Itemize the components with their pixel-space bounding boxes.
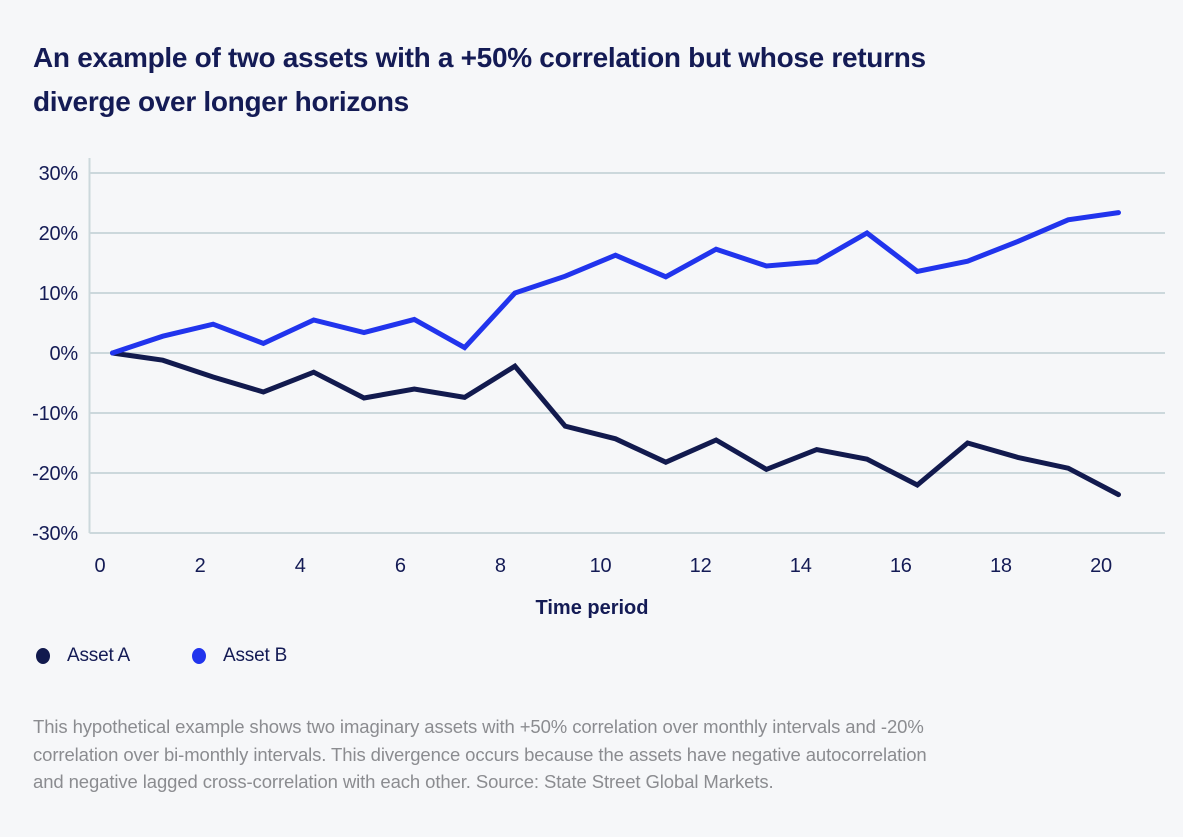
legend-label-asset-b: Asset B	[223, 645, 288, 666]
chart-title-line-2: diverge over longer horizons	[33, 86, 409, 117]
x-tick-label: 14	[790, 555, 812, 577]
chart-title: An example of two assets with a +50% cor…	[33, 36, 926, 124]
asset-b-marker-icon	[192, 648, 207, 664]
y-tick-label: 30%	[39, 163, 79, 185]
x-tick-label: 12	[690, 555, 712, 577]
x-tick-label: 6	[395, 555, 406, 577]
x-tick-label: 16	[890, 555, 912, 577]
series-line-asset-a	[110, 350, 1121, 498]
chart-title-line-1: An example of two assets with a +50% cor…	[33, 42, 926, 73]
chart-legend: Asset A Asset B	[36, 645, 287, 667]
y-tick-label: -10%	[32, 403, 78, 425]
x-axis-title: Time period	[536, 597, 649, 619]
x-tick-label: 8	[495, 555, 506, 577]
legend-label-asset-a: Asset A	[67, 645, 131, 666]
x-tick-label: 0	[95, 555, 106, 577]
x-tick-label: 10	[590, 555, 612, 577]
x-tick-label: 20	[1090, 555, 1112, 577]
legend-item-asset-a: Asset A	[36, 645, 130, 667]
y-tick-label: 0%	[49, 343, 78, 365]
y-tick-label: 20%	[39, 223, 79, 245]
y-tick-label: -20%	[32, 463, 78, 485]
asset-a-marker-icon	[36, 648, 50, 664]
x-tick-label: 4	[295, 555, 306, 577]
y-tick-label: 10%	[39, 283, 79, 305]
footnote-line-2: correlation over bi-monthly intervals. T…	[33, 743, 927, 765]
footnote-line-3: and negative lagged cross-correlation wi…	[33, 771, 774, 792]
footnote-line-1: This hypothetical example shows two imag…	[33, 716, 924, 737]
line-chart: 30% 20% 10% 0% -10% -20% -30% 0 2 4 6 8 10 12 14 16 18 20…	[32, 158, 1165, 619]
x-tick-label: 18	[990, 555, 1012, 577]
x-tick-label: 2	[195, 555, 206, 577]
y-tick-label: -30%	[32, 523, 78, 545]
footnote: This hypothetical example shows two imag…	[33, 713, 1143, 796]
legend-item-asset-b: Asset B	[192, 645, 287, 667]
series-line-asset-b	[110, 210, 1121, 356]
